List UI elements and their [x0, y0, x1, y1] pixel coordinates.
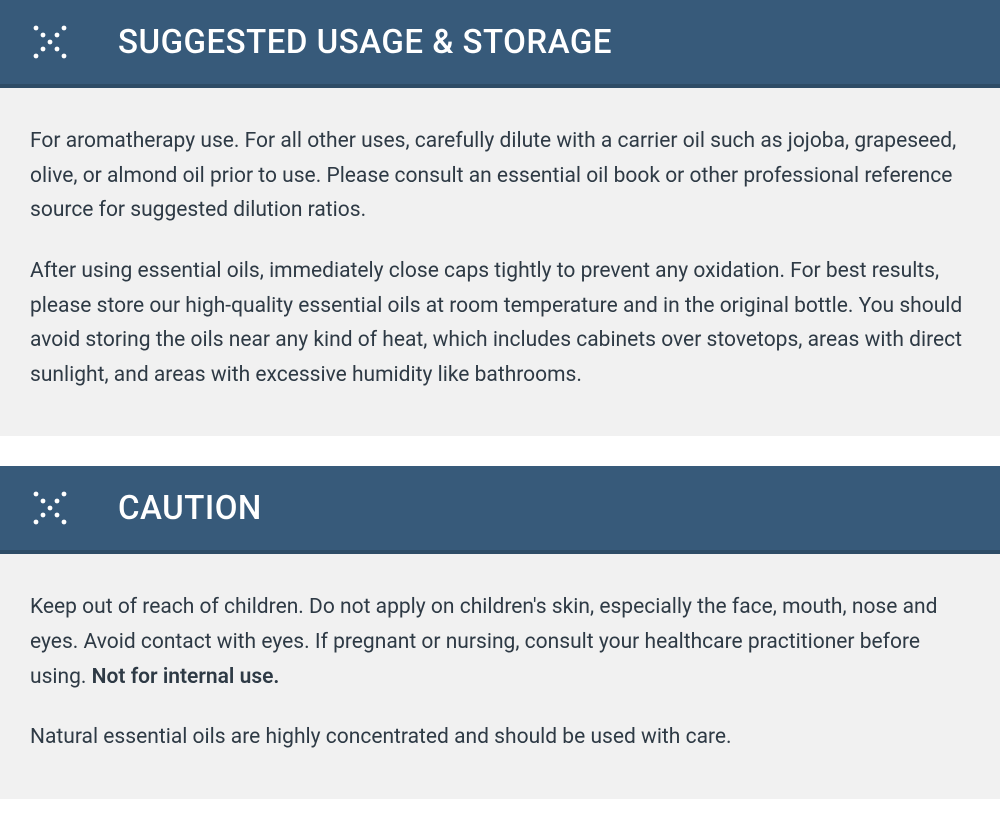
caution-paragraph: Natural essential oils are highly concen… [30, 720, 970, 755]
caution-paragraph: Keep out of reach of children. Do not ap… [30, 590, 970, 694]
caution-panel-header: CAUTION [0, 466, 1000, 554]
dots-scatter-icon [30, 22, 70, 62]
usage-paragraph: After using essential oils, immediately … [30, 254, 970, 393]
usage-panel: SUGGESTED USAGE & STORAGE For aromathera… [0, 0, 1000, 436]
usage-panel-header: SUGGESTED USAGE & STORAGE [0, 0, 1000, 88]
caution-paragraph-bold: Not for internal use. [92, 665, 280, 689]
caution-panel-body: Keep out of reach of children. Do not ap… [0, 554, 1000, 799]
caution-panel-title: CAUTION [118, 489, 262, 528]
section-gap [0, 436, 1000, 466]
usage-panel-title: SUGGESTED USAGE & STORAGE [118, 23, 612, 62]
usage-paragraph: For aromatherapy use. For all other uses… [30, 124, 970, 228]
dots-scatter-icon [30, 488, 70, 528]
caution-panel: CAUTION Keep out of reach of children. D… [0, 466, 1000, 799]
usage-panel-body: For aromatherapy use. For all other uses… [0, 88, 1000, 436]
